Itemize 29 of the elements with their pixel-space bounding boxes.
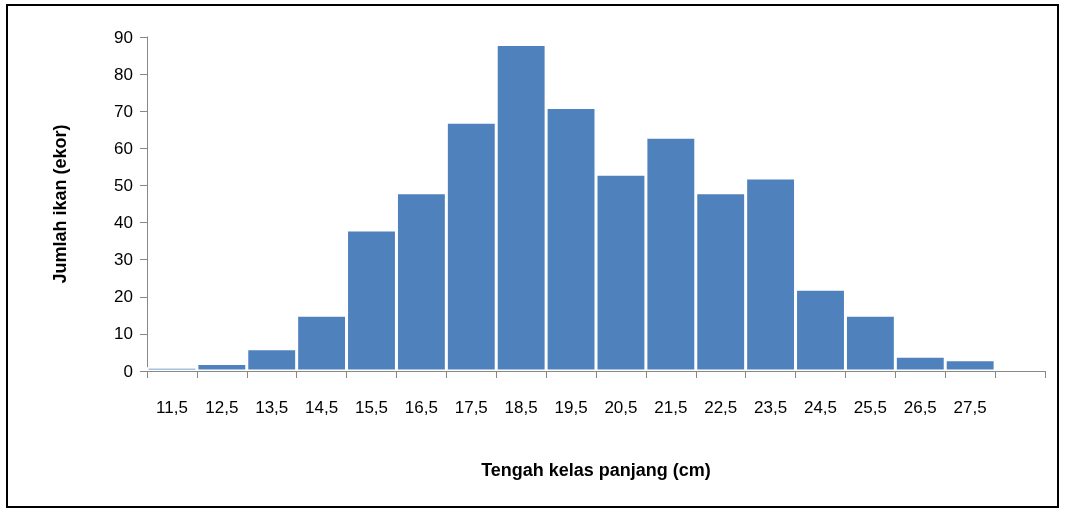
x-tick-label: 16,5 xyxy=(404,398,438,417)
y-tick-label: 70 xyxy=(114,101,133,121)
x-tick-label: 27,5 xyxy=(953,398,987,417)
x-tick-label: 21,5 xyxy=(654,398,688,417)
x-tick-label: 15,5 xyxy=(354,398,389,417)
x-tick-label: 12,5 xyxy=(205,398,239,417)
x-tick-label: 17,5 xyxy=(454,398,488,417)
y-axis-title: Jumlah ikan (ekor) xyxy=(50,124,70,284)
y-tick-label: 20 xyxy=(114,287,133,307)
x-tick-label: 20,5 xyxy=(604,398,638,417)
y-tick-label: 60 xyxy=(114,138,133,158)
y-tick-label: 90 xyxy=(114,27,133,47)
y-tick-label: 0 xyxy=(123,361,133,381)
x-tick-label: 23,5 xyxy=(754,398,788,417)
y-tick-label: 10 xyxy=(114,324,133,344)
x-tick-label: 26,5 xyxy=(903,398,937,417)
y-tick-label: 30 xyxy=(114,250,133,270)
y-tick-label: 80 xyxy=(114,64,133,84)
x-tick-label: 25,5 xyxy=(853,398,887,417)
x-tick-label: 19,5 xyxy=(554,398,588,417)
x-tick-label: 18,5 xyxy=(504,398,538,417)
x-axis-title: Tengah kelas panjang (cm) xyxy=(481,460,711,480)
x-tick-label: 22,5 xyxy=(704,398,738,417)
y-tick-label: 40 xyxy=(114,213,133,233)
x-tick-label: 14,5 xyxy=(305,398,339,417)
y-tick-label: 50 xyxy=(114,175,133,195)
x-tick-label: 24,5 xyxy=(803,398,838,417)
x-tick-label: 11,5 xyxy=(156,398,188,417)
x-tick-label: 13,5 xyxy=(255,398,289,417)
